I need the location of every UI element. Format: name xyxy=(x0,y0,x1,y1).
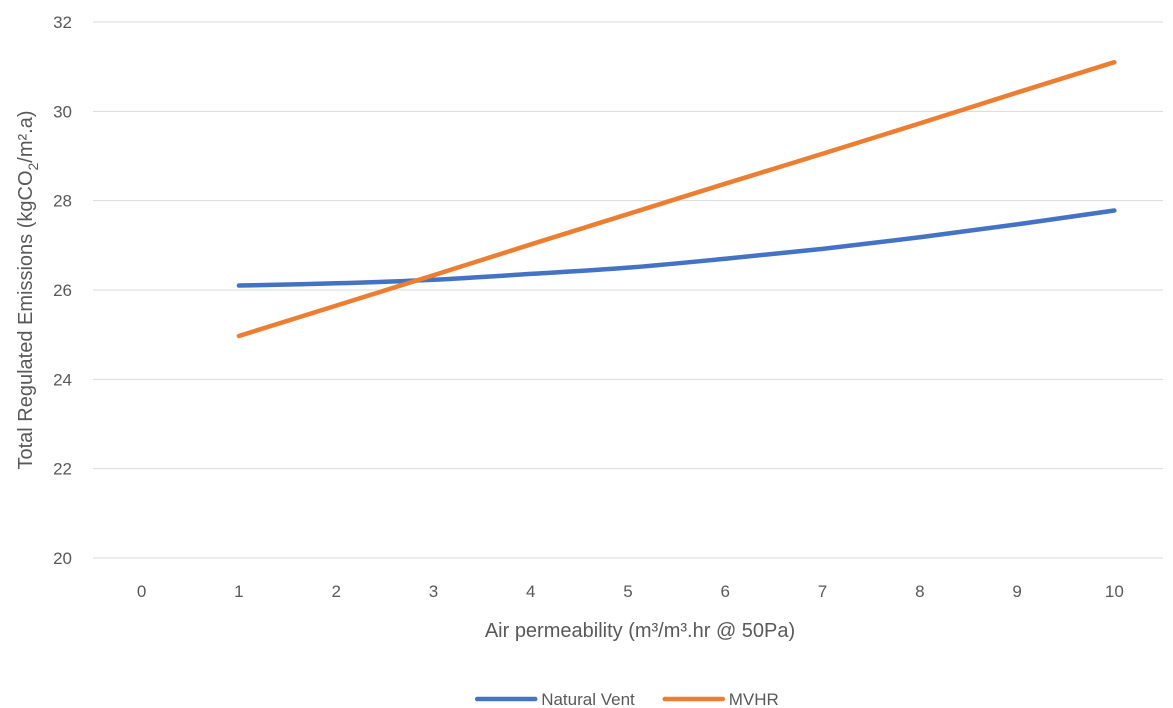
x-tick-label: 1 xyxy=(234,582,243,601)
y-axis-title: Total Regulated Emissions (kgCO2/m².a) xyxy=(15,110,41,469)
gridlines xyxy=(93,21,1163,559)
x-tick-label: 10 xyxy=(1105,582,1124,601)
x-tick-label: 0 xyxy=(137,582,146,601)
legend: Natural Vent MVHR xyxy=(474,690,779,708)
y-tick-labels: 20 22 24 26 28 30 32 xyxy=(53,13,72,568)
y-axis-title-subscript: 2 xyxy=(25,163,41,171)
y-tick-label: 28 xyxy=(53,192,72,211)
x-tick-label: 3 xyxy=(429,582,438,601)
y-tick-label: 26 xyxy=(53,281,72,300)
y-axis-title-main: Total Regulated Emissions (kgCO xyxy=(15,171,37,470)
x-tick-label: 6 xyxy=(721,582,730,601)
legend-item: MVHR xyxy=(662,690,779,708)
x-tick-label: 9 xyxy=(1012,582,1021,601)
x-tick-label: 5 xyxy=(623,582,632,601)
legend-label: MVHR xyxy=(729,690,779,708)
y-tick-label: 20 xyxy=(53,549,72,568)
x-tick-labels: 0 1 2 3 4 5 6 7 8 9 10 xyxy=(137,582,1124,601)
x-tick-label: 7 xyxy=(818,582,827,601)
y-tick-label: 32 xyxy=(53,13,72,32)
y-tick-label: 22 xyxy=(53,460,72,479)
legend-label: Natural Vent xyxy=(541,690,635,708)
y-axis-title-unit: /m².a) xyxy=(15,110,37,162)
y-tick-label: 30 xyxy=(53,102,72,121)
x-tick-label: 4 xyxy=(526,582,535,601)
x-axis-title: Air permeability (m³/m³.hr @ 50Pa) xyxy=(485,620,795,642)
x-tick-label: 8 xyxy=(915,582,924,601)
series-lines xyxy=(236,59,1117,339)
series-line-mvhr xyxy=(236,59,1117,339)
legend-item: Natural Vent xyxy=(474,690,635,708)
series-line-natural-vent xyxy=(236,208,1117,288)
y-tick-label: 24 xyxy=(53,370,72,389)
x-tick-label: 2 xyxy=(331,582,340,601)
